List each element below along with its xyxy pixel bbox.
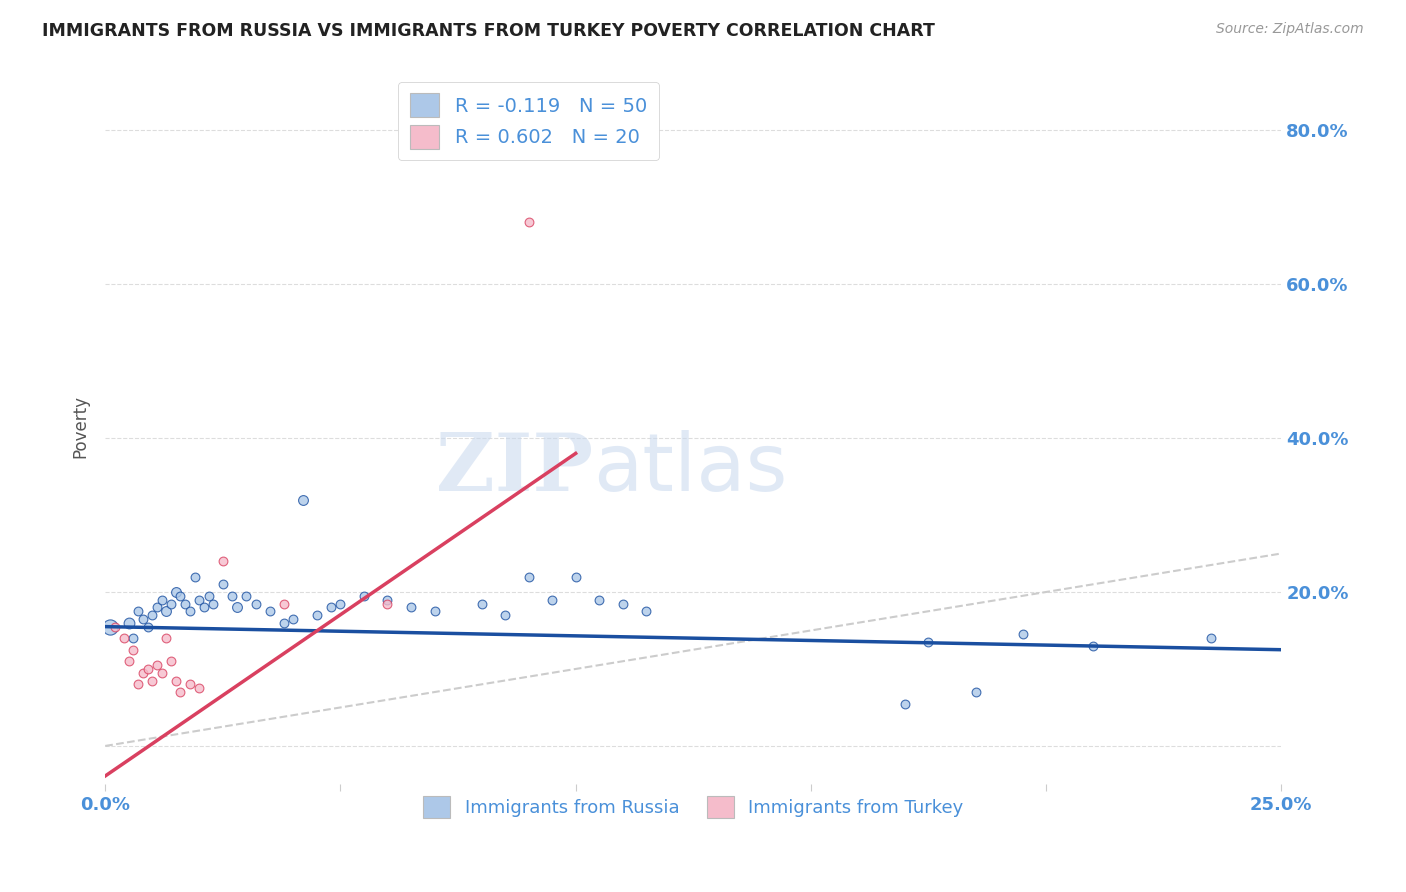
Point [329, 597, 352, 611]
Point [1011, 627, 1033, 641]
Point [377, 592, 399, 607]
Point [155, 604, 177, 618]
Point [179, 604, 201, 618]
Point [188, 592, 211, 607]
Point [160, 654, 183, 668]
Point [1199, 631, 1222, 645]
Point [183, 569, 205, 583]
Point [917, 635, 939, 649]
Point [517, 215, 540, 229]
Point [965, 685, 987, 699]
Point [141, 608, 163, 623]
Point [564, 569, 586, 583]
Point [211, 577, 233, 591]
Point [235, 589, 257, 603]
Point [188, 681, 211, 696]
Point [122, 642, 145, 657]
Point [155, 631, 177, 645]
Point [259, 604, 281, 618]
Point [122, 631, 145, 645]
Point [104, 619, 127, 633]
Y-axis label: Poverty: Poverty [72, 395, 89, 458]
Point [291, 492, 314, 507]
Point [221, 589, 243, 603]
Point [283, 612, 305, 626]
Point [98, 619, 121, 633]
Point [494, 608, 516, 623]
Point [165, 673, 187, 688]
Point [353, 589, 375, 603]
Point [273, 597, 295, 611]
Point [136, 662, 159, 676]
Text: IMMIGRANTS FROM RUSSIA VS IMMIGRANTS FROM TURKEY POVERTY CORRELATION CHART: IMMIGRANTS FROM RUSSIA VS IMMIGRANTS FRO… [42, 22, 935, 40]
Point [636, 604, 658, 618]
Point [146, 600, 169, 615]
Point [1081, 639, 1104, 653]
Text: Source: ZipAtlas.com: Source: ZipAtlas.com [1216, 22, 1364, 37]
Point [132, 665, 155, 680]
Point [226, 600, 249, 615]
Point [423, 604, 446, 618]
Point [127, 677, 149, 691]
Point [193, 600, 215, 615]
Text: ZIP: ZIP [436, 431, 593, 508]
Point [127, 604, 149, 618]
Point [169, 589, 191, 603]
Point [136, 619, 159, 633]
Point [211, 554, 233, 568]
Point [399, 600, 422, 615]
Point [150, 592, 173, 607]
Point [894, 697, 917, 711]
Point [146, 658, 169, 673]
Point [305, 608, 328, 623]
Text: atlas: atlas [593, 431, 787, 508]
Point [541, 592, 564, 607]
Point [273, 615, 295, 630]
Point [141, 673, 163, 688]
Point [118, 615, 141, 630]
Point [179, 677, 201, 691]
Point [132, 612, 155, 626]
Point [118, 654, 141, 668]
Legend: Immigrants from Russia, Immigrants from Turkey: Immigrants from Russia, Immigrants from … [416, 789, 970, 825]
Point [471, 597, 494, 611]
Point [612, 597, 634, 611]
Point [165, 585, 187, 599]
Point [150, 665, 173, 680]
Point [197, 589, 219, 603]
Point [202, 597, 225, 611]
Point [160, 597, 183, 611]
Point [169, 685, 191, 699]
Point [517, 569, 540, 583]
Point [245, 597, 267, 611]
Point [588, 592, 610, 607]
Point [174, 597, 197, 611]
Point [319, 600, 342, 615]
Point [377, 597, 399, 611]
Point [112, 631, 135, 645]
